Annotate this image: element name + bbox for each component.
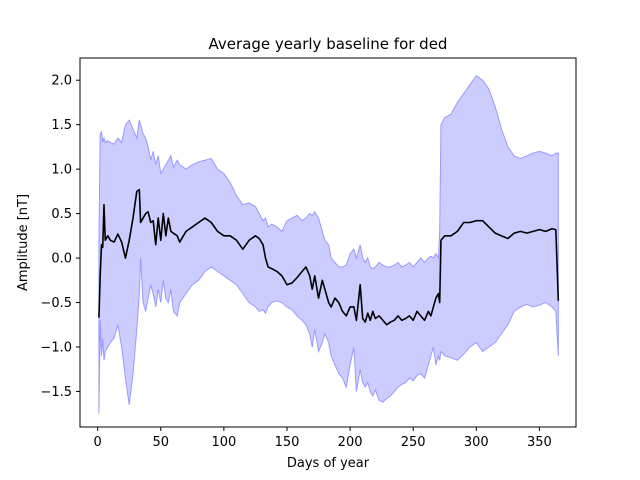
- y-tick-label: −1.5: [40, 385, 72, 400]
- x-tick-label: 0: [94, 435, 102, 450]
- y-tick-label: −1.0: [40, 340, 72, 355]
- line-layer: [98, 188, 560, 326]
- y-tick-label: 1.0: [51, 163, 72, 178]
- uncertainty-band: [98, 75, 559, 414]
- y-axis-label: Amplitude [nT]: [16, 194, 31, 291]
- band-layer: [98, 75, 559, 414]
- x-tick-label: 50: [153, 435, 170, 450]
- plot-frame: [79, 57, 577, 428]
- chart-title: Average yearly baseline for ded: [209, 35, 448, 53]
- y-tick-label: −0.5: [40, 296, 72, 311]
- x-tick-label: 250: [401, 435, 426, 450]
- y-tick-label: 1.5: [51, 118, 72, 133]
- x-tick-label: 350: [527, 435, 552, 450]
- y-tick-label: 0.5: [51, 207, 72, 222]
- x-tick-label: 100: [211, 435, 236, 450]
- x-ticks: 0 50 100 150 200 250 300 350: [94, 427, 552, 450]
- x-tick-label: 150: [275, 435, 300, 450]
- y-tick-label: 2.0: [51, 74, 72, 89]
- x-axis-label: Days of year: [287, 456, 370, 471]
- x-tick-label: 300: [464, 435, 489, 450]
- x-tick-label: 200: [338, 435, 363, 450]
- y-ticks: −1.5 −1.0 −0.5 0.0 0.5 1.0 1.5 2.0: [40, 74, 80, 400]
- y-tick-label: 0.0: [51, 252, 72, 267]
- baseline-line: [98, 188, 560, 326]
